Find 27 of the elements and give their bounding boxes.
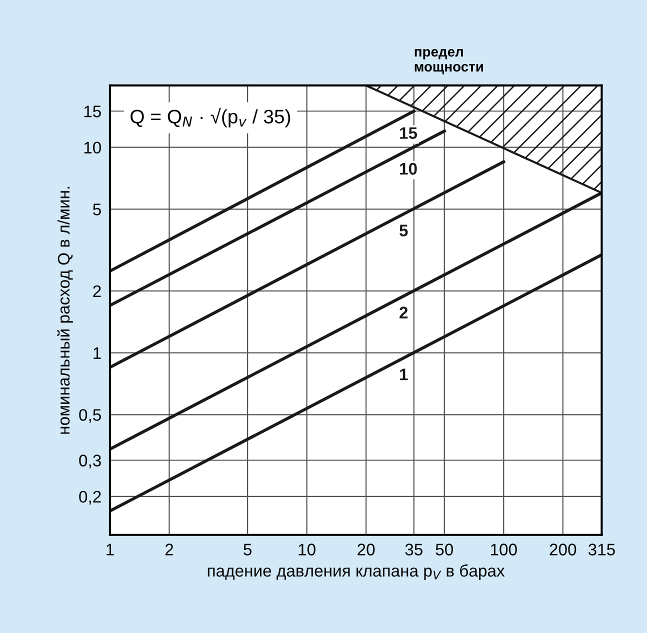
x-tick-label: 315 (588, 544, 615, 556)
series-label: 15 (400, 127, 418, 139)
annotation: предел мощности (414, 49, 483, 74)
x-tick-label: 20 (358, 544, 375, 556)
y-tick-label: 0,3 (79, 454, 101, 468)
y-tick-label: 0,2 (79, 490, 101, 505)
y-tick-label: 1 (94, 347, 101, 359)
x-tick-label: 50 (436, 544, 453, 556)
y-tick-label: 0,5 (79, 409, 101, 423)
x-tick-label: 200 (550, 544, 576, 556)
y-axis-title: номинальный расход Q в л/мин. (57, 186, 73, 434)
series-label: 2 (400, 306, 408, 318)
y-tick-label: 2 (93, 285, 101, 297)
series-label: 1 (400, 368, 408, 380)
x-tick-label: 10 (298, 544, 316, 556)
series-label: 10 (400, 162, 417, 175)
y-tick-label: 5 (93, 204, 101, 216)
x-tick-label: 1 (106, 544, 114, 556)
y-tick-label: 10 (84, 142, 102, 154)
series-label: 5 (400, 224, 408, 236)
x-axis-title: падение давления клапана p$_{V}$ в барах (208, 564, 505, 580)
x-tick-label: 2 (165, 544, 174, 556)
annotation: Q = Q$_{N}$ · √(p$_{v}$ / 35) (130, 108, 290, 128)
x-tick-label: 35 (405, 544, 422, 556)
x-tick-label: 5 (244, 544, 252, 556)
y-tick-label: 15 (84, 106, 101, 118)
x-tick-label: 100 (491, 544, 517, 556)
